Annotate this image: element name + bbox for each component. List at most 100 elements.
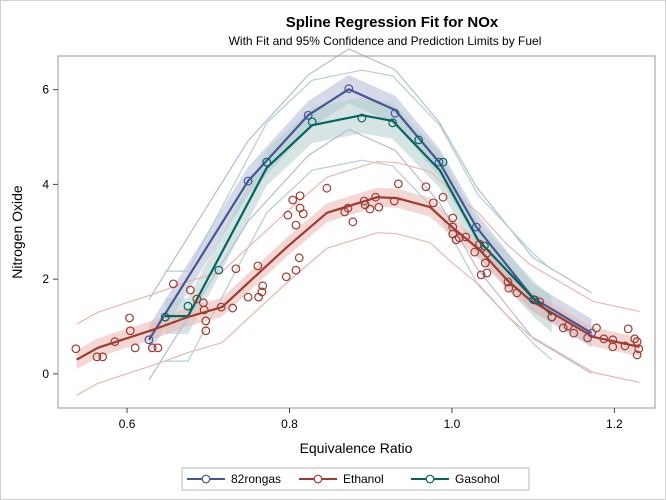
ethanol-data-point	[592, 323, 601, 333]
ethanol-data-point	[253, 261, 263, 271]
ethanol-data-point	[620, 341, 630, 351]
x-tick-label: 0.6	[119, 417, 136, 431]
82rongas-data-point	[344, 84, 354, 94]
y-tick-label: 4	[42, 177, 49, 191]
gasohol-data-point	[357, 113, 367, 123]
ethanol-data-point	[231, 264, 241, 274]
ethanol-data-point	[512, 288, 522, 298]
ethanol-data-point	[125, 313, 134, 323]
ethanol-data-point	[374, 202, 384, 212]
x-tick-label: 1.2	[606, 417, 623, 431]
ethanol-data-point	[348, 217, 358, 227]
ethanol-data-point	[98, 352, 108, 362]
legend: 82rongas Ethanol Gasohol	[181, 467, 530, 491]
gasohol-data-point	[262, 157, 272, 167]
ethanol-data-point	[504, 283, 514, 293]
data-points	[71, 84, 644, 362]
ethanol-data-point	[623, 324, 633, 334]
ethanol-data-point	[558, 323, 568, 333]
ethanol-data-point	[243, 292, 253, 302]
82rongas-data-point	[471, 222, 481, 232]
ethanol-data-point	[371, 192, 380, 202]
ethanol-data-point	[291, 265, 301, 275]
prediction-limits	[76, 48, 640, 396]
ethanol-data-point	[343, 203, 353, 213]
ethanol-lower-prediction-limit	[76, 232, 640, 396]
ethanol-data-point	[632, 350, 642, 360]
ethanol-data-point	[438, 192, 448, 202]
ethanol-data-point	[71, 344, 81, 354]
gasohol-data-point	[214, 265, 224, 275]
ethanol-data-point	[201, 326, 211, 336]
ethanol-data-point	[228, 303, 238, 313]
legend-box	[181, 467, 530, 491]
gasohol-fit-line	[165, 114, 553, 318]
ethanol-data-point	[359, 196, 369, 206]
ethanol-data-point	[295, 203, 305, 213]
ethanol-confidence-band	[76, 187, 640, 370]
gasohol-data-point	[160, 312, 170, 322]
82rongas-legend-label: 82rongas	[231, 472, 281, 486]
ethanol-data-point	[153, 343, 163, 353]
y-tick-label: 6	[42, 83, 49, 97]
ethanol-data-point	[147, 343, 157, 353]
ethanol-data-point	[288, 195, 298, 205]
ethanol-data-point	[291, 220, 301, 230]
ethanol-data-point	[125, 326, 135, 336]
ethanol-data-point	[634, 344, 644, 354]
ethanol-data-point	[389, 196, 399, 206]
ethanol-data-point	[476, 270, 486, 280]
ethanol-data-point	[216, 302, 226, 312]
82rongas-lower-prediction-limit	[148, 128, 592, 381]
ethanol-data-point	[547, 312, 557, 322]
y-axis-ticks: 0 2 4 6	[42, 83, 58, 381]
ethanol-data-point	[535, 297, 545, 307]
ethanol-data-point	[569, 328, 579, 338]
gasohol-data-point	[307, 117, 317, 127]
ethanol-data-point	[583, 333, 592, 343]
ethanol-data-point	[295, 191, 305, 201]
gasohol-data-point	[530, 295, 540, 305]
82rongas-legend-marker	[201, 474, 211, 484]
82rongas-data-point	[144, 335, 154, 345]
ethanol-data-point	[480, 258, 490, 268]
ethanol-data-point	[322, 183, 332, 193]
gasohol-data-point	[183, 301, 193, 311]
ethanol-data-point	[599, 334, 609, 344]
gasohol-data-point	[388, 118, 398, 128]
ethanol-data-point	[110, 337, 120, 347]
gasohol-data-point	[414, 135, 424, 145]
82rongas-upper-prediction-limit	[148, 48, 592, 300]
ethanol-data-point	[470, 247, 480, 257]
ethanol-data-point	[92, 352, 102, 362]
ethanol-data-point	[421, 182, 431, 192]
82rongas-data-point	[243, 176, 253, 186]
ethanol-data-point	[298, 209, 308, 219]
ethanol-data-point	[283, 210, 293, 220]
chart-title: Spline Regression Fit for NOx	[286, 14, 499, 31]
ethanol-data-point	[257, 287, 267, 297]
ethanol-data-point	[294, 253, 304, 263]
ethanol-data-point	[199, 305, 209, 315]
ethanol-data-point	[563, 321, 573, 331]
ethanol-legend-marker	[313, 474, 323, 484]
plot-area-frame	[57, 55, 656, 409]
gasohol-legend-label: Gasohol	[455, 472, 500, 486]
ethanol-data-point	[503, 277, 513, 287]
ethanol-data-point	[258, 281, 268, 291]
x-tick-label: 1.0	[444, 417, 461, 431]
ethanol-data-point	[192, 294, 202, 304]
ethanol-data-point	[168, 279, 178, 289]
ethanol-data-point	[482, 248, 492, 258]
ethanol-data-point	[428, 198, 438, 208]
gasohol-upper-prediction-limit	[165, 69, 553, 272]
ethanol-data-point	[461, 232, 471, 242]
ethanol-legend-label: Ethanol	[343, 472, 384, 486]
ethanol-data-point	[130, 343, 140, 353]
ethanol-data-point	[448, 213, 458, 223]
x-tick-label: 0.8	[281, 417, 298, 431]
ethanol-data-point	[475, 239, 484, 249]
ethanol-upper-prediction-limit	[76, 160, 640, 325]
82rongas-data-point	[303, 110, 313, 120]
y-tick-label: 0	[42, 367, 49, 381]
